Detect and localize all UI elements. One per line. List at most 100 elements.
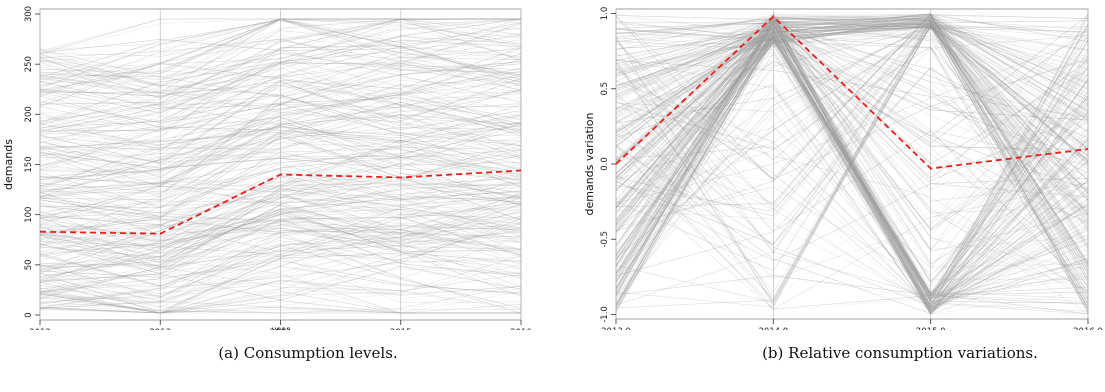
background-series-line [39, 157, 522, 208]
background-series-line [615, 38, 1089, 294]
background-series-line [39, 125, 522, 210]
background-series-line [39, 224, 522, 245]
background-series-line [39, 88, 522, 159]
background-series-line [615, 15, 1089, 270]
background-series-line [39, 212, 522, 258]
background-series-line [39, 273, 522, 314]
background-series-line [615, 20, 1089, 273]
background-series-line [615, 40, 1089, 283]
background-series-line [39, 47, 522, 126]
background-series-line [615, 28, 1089, 309]
background-series-line [39, 18, 522, 162]
background-series-line [615, 45, 1089, 299]
background-series-line [39, 202, 522, 245]
background-series-line [615, 28, 1089, 258]
caption-a-tag: (a) [218, 344, 239, 362]
background-series-line [39, 300, 522, 314]
background-series-line [39, 205, 522, 233]
background-series-line [39, 216, 522, 263]
background-series-line [615, 13, 1089, 308]
background-series-line [615, 102, 1089, 310]
background-series-line [39, 116, 522, 163]
background-series-line [615, 81, 1089, 308]
background-series-line [39, 185, 522, 219]
background-series-line [39, 222, 522, 311]
background-series-line [39, 191, 522, 291]
background-series-line [615, 95, 1089, 310]
background-series-line [39, 182, 522, 293]
background-series-line [615, 73, 1089, 280]
background-series-line [615, 27, 1089, 98]
background-series-line [39, 193, 522, 237]
background-series-line [39, 176, 522, 274]
background-series-line [39, 146, 522, 183]
background-series-line [39, 126, 522, 142]
background-series-line [39, 80, 522, 152]
background-series-line [615, 31, 1089, 272]
background-series-line [615, 23, 1089, 303]
background-series-line [615, 36, 1089, 223]
background-series-line [39, 141, 522, 165]
background-series-line [39, 90, 522, 241]
background-series-line [615, 29, 1089, 312]
background-series-line [39, 63, 522, 131]
background-series-line [39, 148, 522, 198]
background-series-line [39, 228, 522, 303]
background-series-line [615, 19, 1089, 148]
background-series-line [615, 17, 1089, 312]
background-series-line [615, 52, 1089, 309]
background-series-line [615, 25, 1089, 252]
background-series-line [615, 24, 1089, 132]
background-series-line [39, 18, 521, 157]
background-series-line [615, 15, 1089, 306]
background-series-line [39, 301, 522, 314]
background-series-line [39, 181, 522, 238]
background-series-line [39, 278, 522, 314]
background-series-line [39, 18, 521, 74]
background-series-line [615, 16, 1089, 90]
background-series-group [615, 13, 1089, 315]
background-series-line [39, 61, 522, 94]
background-series-line [39, 26, 522, 96]
background-series-line [39, 232, 522, 314]
background-series-line [615, 24, 1089, 302]
background-series-line [39, 176, 522, 255]
background-series-line [615, 19, 1089, 138]
background-series-line [39, 101, 522, 172]
x-tick-label: 2014.0 [758, 327, 788, 330]
background-series-line [39, 78, 522, 124]
background-series-line [615, 26, 1089, 225]
background-series-line [39, 136, 522, 165]
background-series-line [615, 37, 1089, 315]
background-series-line [615, 23, 1089, 79]
background-series-line [615, 34, 1089, 210]
background-series-line [39, 211, 522, 287]
background-series-line [39, 142, 522, 258]
background-series-line [615, 34, 1089, 296]
background-series-line [615, 13, 1089, 198]
background-series-line [39, 254, 522, 304]
background-series-line [39, 95, 522, 139]
background-series-line [39, 222, 522, 254]
background-series-line [39, 45, 522, 98]
background-series-line [615, 15, 1089, 250]
background-series-line [615, 21, 1089, 297]
background-series-line [615, 21, 1089, 159]
background-series-line [39, 106, 522, 184]
background-series-line [39, 113, 522, 191]
background-series-line [39, 215, 522, 314]
background-series-line [615, 23, 1089, 260]
background-series-line [39, 248, 522, 309]
background-series-line [615, 20, 1089, 267]
background-series-line [615, 13, 1089, 299]
background-series-line [615, 25, 1089, 299]
background-series-line [615, 25, 1089, 254]
background-series-line [615, 16, 1089, 50]
background-series-line [615, 51, 1089, 288]
background-series-line [615, 24, 1089, 210]
background-series-line [615, 29, 1089, 307]
background-series-line [615, 21, 1089, 296]
background-series-line [615, 19, 1089, 299]
background-series-line [615, 18, 1089, 179]
background-series-line [615, 24, 1089, 303]
